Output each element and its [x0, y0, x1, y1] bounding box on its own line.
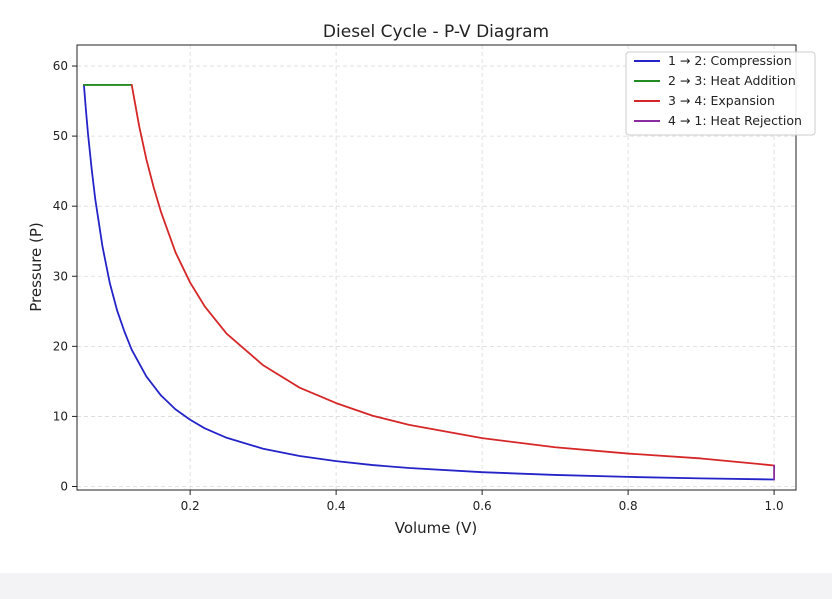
- legend: 1 → 2: Compression 2 → 3: Heat Addition 3 …: [625, 51, 816, 136]
- legend-label: 4 → 1: Heat Rejection: [668, 113, 802, 128]
- x-tick-label: 1.0: [765, 499, 784, 513]
- pv-diagram-chart: 0.2 0.4 0.6 0.8 1.0 0 10 20 30 40 50 60 Diesel Cycl…: [27, 22, 816, 537]
- y-axis-label: Pressure (P): [27, 222, 45, 312]
- y-tick-label: 20: [53, 339, 68, 353]
- legend-label: 1 → 2: Compression: [668, 53, 792, 68]
- series-line-expansion: [130, 84, 775, 467]
- series-line-compression: [83, 84, 775, 481]
- y-tick-label: 40: [53, 199, 68, 213]
- legend-label: 3 → 4: Expansion: [668, 93, 775, 108]
- x-tick-label: 0.6: [473, 499, 492, 513]
- legend-box: [625, 51, 816, 136]
- y-tick-label: 10: [53, 409, 68, 423]
- y-tick-label: 30: [53, 269, 68, 283]
- chart-title: Diesel Cycle - P-V Diagram: [323, 22, 549, 42]
- x-tick-label: 0.4: [327, 499, 346, 513]
- y-tick-label: 0: [60, 479, 68, 493]
- x-axis-label: Volume (V): [395, 519, 478, 537]
- chart-area: 0.2 0.4 0.6 0.8 1.0 0 10 20 30 40 50 60 Diesel Cycl…: [0, 22, 832, 599]
- x-tick-label: 0.8: [619, 499, 638, 513]
- y-tick-label: 50: [53, 129, 68, 143]
- plot-frame: [76, 44, 797, 491]
- x-tick-label: 0.2: [181, 499, 200, 513]
- legend-label: 2 → 3: Heat Addition: [668, 73, 796, 88]
- y-tick-label: 60: [53, 59, 68, 73]
- bottom-band: [0, 573, 832, 599]
